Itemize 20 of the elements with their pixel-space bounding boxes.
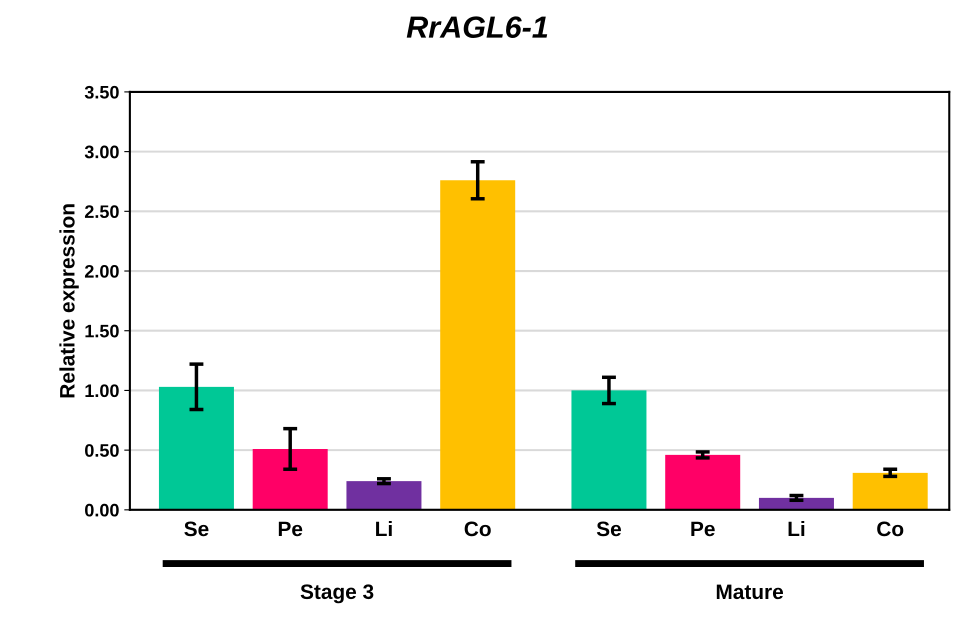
y-tick-label: 1.00 [85, 384, 119, 398]
x-tick-label: Co [877, 522, 904, 536]
text: Stage 3 [300, 584, 374, 604]
text: Mature [716, 584, 784, 600]
x-tick-label: Pe [278, 522, 302, 536]
x-tick-label: Pe [691, 522, 715, 536]
y-tick-label: 0.50 [85, 444, 119, 457]
x-tick-label: Se [184, 522, 208, 536]
y-tick-label: 0.00 [85, 504, 119, 517]
y-tick-label: 2.00 [84, 264, 119, 278]
x-tick-label: Li [376, 520, 392, 536]
chart-title: RrAGL6-1 [406, 16, 548, 38]
y-tick-label: 1.50 [85, 324, 119, 338]
y-tick-label: 3.50 [84, 86, 119, 99]
x-tick-label: Se [596, 522, 621, 536]
y-axis-title: Relative expression [59, 204, 79, 398]
y-tick-label: 3.00 [84, 146, 119, 158]
x-tick-label: Co [464, 522, 491, 536]
x-tick-label: Li [788, 520, 804, 536]
y-tick-label: 2.50 [84, 205, 119, 218]
